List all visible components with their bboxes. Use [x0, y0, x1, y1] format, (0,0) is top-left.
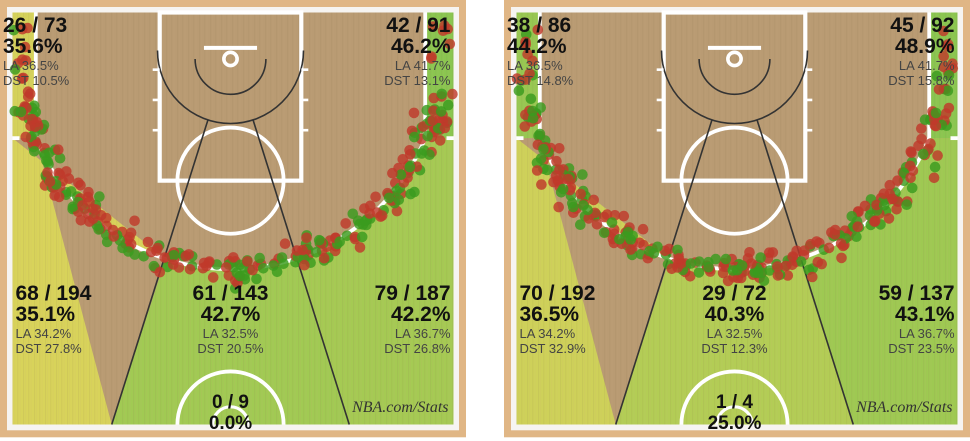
svg-text:DST 23.5%: DST 23.5% [888, 341, 955, 356]
svg-text:48.9%: 48.9% [895, 35, 955, 58]
svg-text:35.1%: 35.1% [16, 303, 76, 326]
svg-text:LA 32.5%: LA 32.5% [203, 326, 259, 341]
svg-text:DST 32.9%: DST 32.9% [520, 341, 587, 356]
svg-text:68 / 194: 68 / 194 [16, 282, 92, 305]
svg-text:43.1%: 43.1% [895, 303, 955, 326]
svg-text:LA 34.2%: LA 34.2% [520, 326, 576, 341]
svg-text:44.2%: 44.2% [507, 35, 567, 58]
svg-text:40.3%: 40.3% [705, 303, 765, 326]
svg-text:NBA.com/Stats: NBA.com/Stats [855, 399, 952, 416]
svg-text:DST 14.8%: DST 14.8% [507, 73, 574, 88]
svg-text:0 / 9: 0 / 9 [212, 392, 249, 413]
svg-text:46.2%: 46.2% [391, 35, 451, 58]
svg-text:LA 36.7%: LA 36.7% [899, 326, 955, 341]
svg-text:NBA.com/Stats: NBA.com/Stats [351, 399, 448, 416]
svg-text:DST 13.1%: DST 13.1% [384, 73, 451, 88]
svg-text:35.6%: 35.6% [3, 35, 63, 58]
svg-text:DST 26.8%: DST 26.8% [384, 341, 451, 356]
svg-text:0.0%: 0.0% [209, 413, 252, 434]
svg-text:LA 36.5%: LA 36.5% [3, 58, 59, 73]
svg-text:42.7%: 42.7% [201, 303, 261, 326]
svg-text:79 / 187: 79 / 187 [375, 282, 451, 305]
svg-text:59 / 137: 59 / 137 [879, 282, 955, 305]
svg-text:LA 32.5%: LA 32.5% [707, 326, 763, 341]
svg-text:LA 41.7%: LA 41.7% [395, 58, 451, 73]
svg-text:26 / 73: 26 / 73 [3, 14, 67, 37]
svg-text:38 / 86: 38 / 86 [507, 14, 571, 37]
svg-text:DST 15.8%: DST 15.8% [888, 73, 955, 88]
svg-text:42.2%: 42.2% [391, 303, 451, 326]
svg-text:DST 10.5%: DST 10.5% [3, 73, 70, 88]
svg-text:LA 36.5%: LA 36.5% [507, 58, 563, 73]
svg-text:36.5%: 36.5% [520, 303, 580, 326]
svg-text:DST 12.3%: DST 12.3% [701, 341, 768, 356]
svg-text:25.0%: 25.0% [708, 413, 762, 434]
svg-text:29 / 72: 29 / 72 [702, 282, 766, 305]
svg-text:1 / 4: 1 / 4 [716, 392, 753, 413]
svg-text:45 / 92: 45 / 92 [890, 14, 954, 37]
svg-text:LA 34.2%: LA 34.2% [16, 326, 72, 341]
svg-text:70 / 192: 70 / 192 [520, 282, 596, 305]
svg-text:LA 36.7%: LA 36.7% [395, 326, 451, 341]
svg-text:61 / 143: 61 / 143 [193, 282, 269, 305]
svg-text:LA 41.7%: LA 41.7% [899, 58, 955, 73]
svg-text:DST 27.8%: DST 27.8% [16, 341, 83, 356]
svg-text:42 / 91: 42 / 91 [386, 14, 451, 37]
svg-text:DST 20.5%: DST 20.5% [197, 341, 264, 356]
